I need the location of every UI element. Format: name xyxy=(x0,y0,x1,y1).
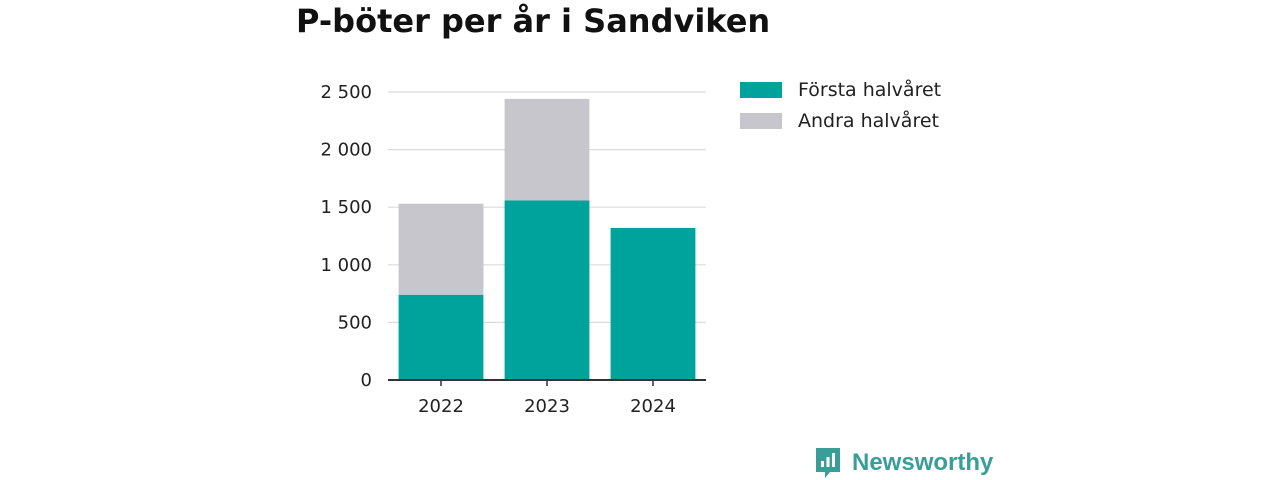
newsworthy-logo-icon xyxy=(816,448,840,478)
x-axis-ticks: 2022 2023 2024 xyxy=(418,380,676,417)
x-tick-label: 2024 xyxy=(630,396,676,417)
legend-swatch-second-half xyxy=(740,112,782,129)
legend-label-first-half: Första halvåret xyxy=(798,78,942,101)
legend-swatch-first-half xyxy=(740,81,782,98)
legend: Första halvåret Andra halvåret xyxy=(740,74,941,136)
bar-2023-second-half xyxy=(504,98,590,201)
brand: Newsworthy xyxy=(814,446,993,480)
legend-item-first-half: Första halvåret xyxy=(740,74,941,105)
y-tick-label: 2 500 xyxy=(320,82,372,103)
legend-label-second-half: Andra halvåret xyxy=(798,109,939,132)
bar-2022-second-half xyxy=(398,203,484,295)
x-tick-label: 2022 xyxy=(418,396,464,417)
x-tick-label: 2023 xyxy=(524,396,570,417)
bars xyxy=(398,98,696,380)
brand-name: Newsworthy xyxy=(852,449,994,476)
bar-2022-first-half xyxy=(398,294,484,380)
bar-2023-first-half xyxy=(504,200,590,380)
chart-title: P-böter per år i Sandviken xyxy=(296,2,771,40)
y-tick-label: 2 000 xyxy=(320,140,372,161)
y-tick-label: 500 xyxy=(338,312,372,333)
y-tick-label: 1 000 xyxy=(320,255,372,276)
y-axis-ticks: 0 500 1 000 1 500 2 000 2 500 xyxy=(320,82,372,391)
y-tick-label: 0 xyxy=(361,370,372,391)
y-tick-label: 1 500 xyxy=(320,197,372,218)
legend-item-second-half: Andra halvåret xyxy=(740,105,941,136)
bar-2024-first-half xyxy=(610,227,696,380)
